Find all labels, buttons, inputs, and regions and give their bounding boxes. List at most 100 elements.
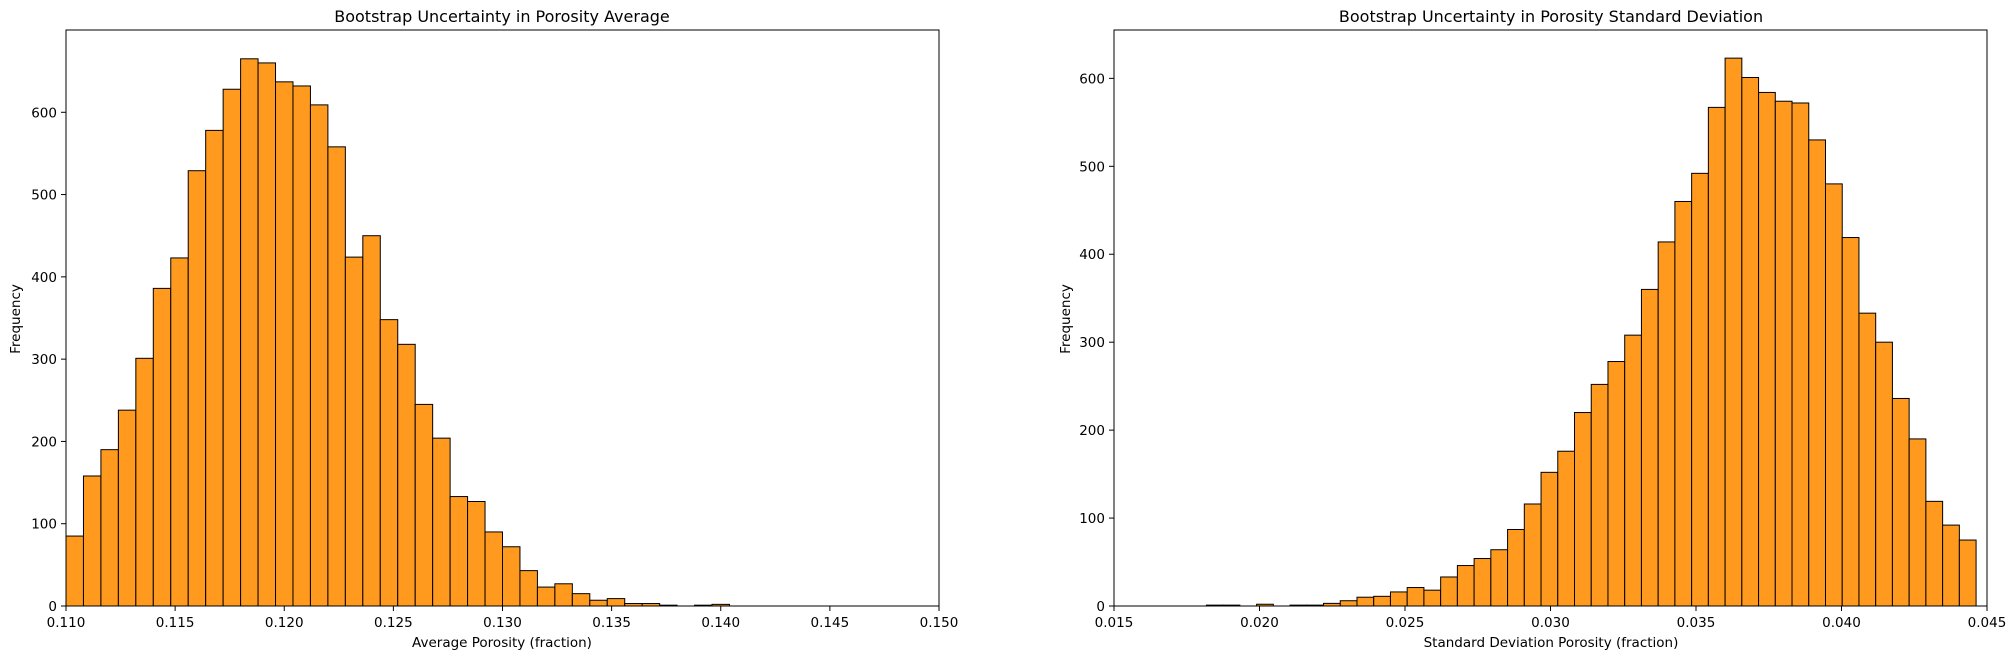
histogram-bar bbox=[571, 593, 591, 607]
histogram-bar bbox=[1590, 383, 1609, 607]
chart-stdev-porosity: Bootstrap Uncertainty in Porosity Standa… bbox=[1058, 7, 2006, 651]
histogram-bar bbox=[309, 104, 329, 607]
x-tick-label: 0.130 bbox=[483, 615, 522, 631]
y-tick-label: 300 bbox=[1079, 335, 1105, 351]
histogram-bar bbox=[1791, 102, 1810, 607]
bars-group bbox=[1205, 57, 1977, 607]
histogram-bar bbox=[449, 496, 469, 607]
histogram-bar bbox=[1523, 503, 1542, 607]
x-tick-label: 0.140 bbox=[701, 615, 740, 631]
x-tick-label: 0.020 bbox=[1240, 615, 1279, 631]
histogram-bar bbox=[1440, 576, 1458, 607]
x-tick-label: 0.030 bbox=[1531, 615, 1570, 631]
histogram-bar bbox=[1691, 172, 1709, 607]
x-ticks: 0.015 0.020 0.025 0.030 0.035 0.040 0.045 bbox=[1095, 606, 2007, 631]
x-tick-label: 0.115 bbox=[156, 615, 195, 631]
x-tick-label: 0.125 bbox=[374, 615, 413, 631]
x-tick-label: 0.150 bbox=[920, 615, 959, 631]
x-axis-label: Average Porosity (fraction) bbox=[412, 635, 592, 651]
y-tick-label: 300 bbox=[31, 352, 57, 368]
bars-group bbox=[65, 58, 730, 607]
x-tick-label: 0.120 bbox=[265, 615, 304, 631]
histogram-bar bbox=[1707, 106, 1726, 607]
histogram-bar bbox=[205, 129, 224, 607]
histogram-bar bbox=[1557, 450, 1576, 607]
x-tick-label: 0.015 bbox=[1095, 615, 1134, 631]
histogram-bar bbox=[1908, 438, 1927, 607]
histogram-bar bbox=[1456, 565, 1475, 607]
histogram-bar bbox=[432, 437, 451, 607]
y-axis-label: Frequency bbox=[8, 284, 24, 354]
x-tick-label: 0.110 bbox=[47, 615, 86, 631]
y-tick-label: 100 bbox=[31, 517, 57, 533]
histogram-bar bbox=[589, 599, 608, 607]
histogram-bar bbox=[1808, 139, 1826, 607]
histogram-bar bbox=[1473, 558, 1492, 607]
histogram-bar bbox=[606, 598, 626, 607]
histogram-bar bbox=[414, 403, 434, 607]
plot-frame bbox=[1113, 29, 1988, 607]
histogram-bar bbox=[502, 546, 521, 607]
histogram-bar bbox=[1607, 361, 1626, 607]
histogram-bar bbox=[1356, 596, 1375, 607]
histogram-bar bbox=[100, 449, 119, 607]
histogram-bar bbox=[82, 475, 102, 607]
histogram-bar bbox=[1657, 241, 1676, 607]
histogram-bar bbox=[1339, 600, 1358, 607]
histogram-bar bbox=[1540, 471, 1559, 607]
histogram-bar bbox=[1925, 500, 1944, 607]
histogram-bar bbox=[519, 570, 538, 607]
y-tick-label: 600 bbox=[1079, 71, 1105, 87]
histogram-bar bbox=[1891, 397, 1910, 607]
histogram-bar bbox=[344, 256, 364, 607]
histogram-bar bbox=[187, 170, 207, 607]
y-tick-label: 0 bbox=[1096, 599, 1105, 615]
histogram-bar bbox=[379, 319, 399, 607]
histogram-bar bbox=[65, 535, 84, 607]
chart-average-porosity: Bootstrap Uncertainty in Porosity Averag… bbox=[8, 7, 958, 651]
x-tick-label: 0.135 bbox=[592, 615, 631, 631]
histogram-bar bbox=[1423, 589, 1442, 607]
y-ticks: 0 100 200 300 400 500 600 bbox=[31, 105, 66, 615]
histogram-bar bbox=[1841, 237, 1860, 607]
histogram-bar bbox=[117, 409, 137, 607]
histogram-bar bbox=[1741, 76, 1760, 607]
histogram-bar bbox=[1574, 412, 1592, 607]
y-tick-label: 400 bbox=[1079, 247, 1105, 263]
histogram-bar bbox=[1640, 288, 1659, 607]
histogram-bar bbox=[467, 500, 486, 607]
chart-title: Bootstrap Uncertainty in Porosity Averag… bbox=[334, 7, 670, 26]
histogram-bar bbox=[1674, 200, 1693, 607]
x-tick-label: 0.145 bbox=[811, 615, 850, 631]
y-tick-label: 200 bbox=[1079, 423, 1105, 439]
histogram-bar bbox=[554, 583, 573, 607]
histogram-bar bbox=[1774, 100, 1793, 607]
histogram-bar bbox=[536, 586, 556, 607]
histogram-bar bbox=[152, 287, 172, 607]
x-tick-label: 0.035 bbox=[1677, 615, 1716, 631]
histogram-bar bbox=[1758, 91, 1776, 607]
y-axis-label: Frequency bbox=[1058, 284, 1074, 354]
histogram-bar bbox=[292, 85, 311, 607]
histogram-bar bbox=[1490, 549, 1509, 607]
y-tick-label: 400 bbox=[31, 270, 57, 286]
x-tick-label: 0.045 bbox=[1968, 615, 2007, 631]
y-tick-label: 100 bbox=[1079, 511, 1105, 527]
y-ticks: 0 100 200 300 400 500 600 bbox=[1079, 71, 1114, 615]
histogram-bar bbox=[222, 88, 242, 607]
histogram-bar bbox=[1958, 539, 1977, 607]
histogram-bar bbox=[1624, 334, 1642, 607]
x-ticks: 0.110 0.115 0.120 0.125 0.130 0.135 0.140 0.145… bbox=[47, 606, 959, 631]
y-tick-label: 0 bbox=[48, 599, 57, 615]
histogram-bar bbox=[1875, 341, 1893, 607]
y-tick-label: 500 bbox=[31, 188, 57, 204]
histogram-bar bbox=[1389, 591, 1408, 607]
x-axis-label: Standard Deviation Porosity (fraction) bbox=[1424, 635, 1679, 651]
histogram-bar bbox=[484, 531, 504, 607]
histogram-bar bbox=[1373, 595, 1391, 607]
histogram-bar bbox=[1858, 312, 1877, 607]
histogram-bar bbox=[135, 357, 154, 607]
histogram-bar bbox=[362, 235, 381, 607]
histogram-bar bbox=[240, 58, 259, 607]
